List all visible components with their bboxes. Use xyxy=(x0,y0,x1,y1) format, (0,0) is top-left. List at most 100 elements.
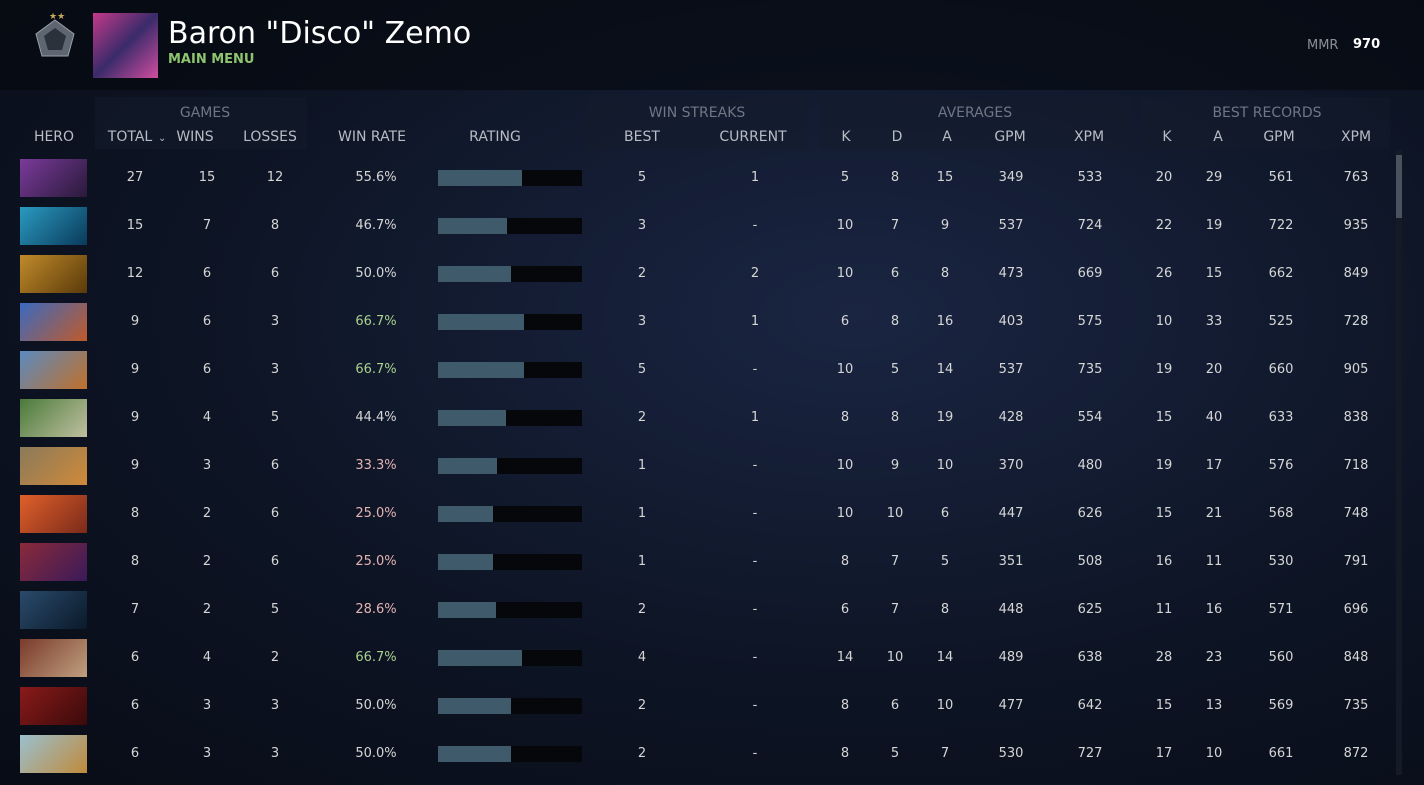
scrollbar[interactable] xyxy=(1396,150,1402,775)
rating-bar xyxy=(438,170,522,186)
rating-bar xyxy=(438,362,525,378)
hero-portrait[interactable] xyxy=(20,303,87,341)
hero-portrait[interactable] xyxy=(20,255,87,293)
cell-average: 8 xyxy=(840,698,850,713)
cell-best-record: 22 xyxy=(1155,218,1173,233)
cell-average: 6 xyxy=(840,602,850,617)
cell-average: 575 xyxy=(1077,314,1103,329)
group-panel xyxy=(586,97,808,149)
cell-average: 8 xyxy=(840,410,850,425)
column-header[interactable]: D xyxy=(891,129,903,145)
cell-average: 8 xyxy=(940,602,950,617)
hero-portrait[interactable] xyxy=(20,351,87,389)
player-avatar[interactable] xyxy=(93,13,158,78)
column-header[interactable]: WIN RATE xyxy=(338,129,406,145)
cell-losses: 2 xyxy=(270,650,280,665)
cell-average: 10 xyxy=(886,650,904,665)
hero-portrait[interactable] xyxy=(20,591,87,629)
cell-win-rate: 44.4% xyxy=(355,410,397,425)
cell-average: 508 xyxy=(1077,554,1103,569)
cell-average: 10 xyxy=(836,506,854,521)
rating-bar xyxy=(438,650,522,666)
cell-best-streak: 2 xyxy=(637,746,647,761)
cell-wins: 4 xyxy=(202,650,212,665)
cell-win-rate: 50.0% xyxy=(355,266,397,281)
column-header[interactable]: GPM xyxy=(994,129,1026,145)
cell-current-streak: - xyxy=(752,506,758,521)
cell-average: 370 xyxy=(998,458,1024,473)
cell-best-record: 15 xyxy=(1155,506,1173,521)
column-header[interactable]: K xyxy=(841,129,851,145)
main-menu-link[interactable]: MAIN MENU xyxy=(168,52,255,67)
cell-best-record: 838 xyxy=(1343,410,1369,425)
column-header[interactable]: LOSSES xyxy=(243,129,297,145)
column-header[interactable]: A xyxy=(1213,129,1223,145)
cell-best-streak: 2 xyxy=(637,266,647,281)
cell-current-streak: - xyxy=(752,458,758,473)
cell-average: 669 xyxy=(1077,266,1103,281)
hero-portrait[interactable] xyxy=(20,447,87,485)
cell-total: 8 xyxy=(130,506,140,521)
cell-best-record: 19 xyxy=(1205,218,1223,233)
hero-portrait[interactable] xyxy=(20,159,87,197)
cell-average: 19 xyxy=(936,410,954,425)
cell-best-record: 660 xyxy=(1268,362,1294,377)
column-header[interactable]: BEST xyxy=(624,129,660,145)
cell-losses: 6 xyxy=(270,458,280,473)
cell-total: 6 xyxy=(130,650,140,665)
cell-best-record: 15 xyxy=(1155,410,1173,425)
cell-best-streak: 3 xyxy=(637,314,647,329)
cell-losses: 6 xyxy=(270,506,280,521)
hero-portrait[interactable] xyxy=(20,207,87,245)
cell-average: 530 xyxy=(998,746,1024,761)
svg-text:★★: ★★ xyxy=(49,12,65,22)
cell-average: 7 xyxy=(890,218,900,233)
cell-best-record: 530 xyxy=(1268,554,1294,569)
cell-win-rate: 50.0% xyxy=(355,746,397,761)
column-header[interactable]: K xyxy=(1162,129,1172,145)
cell-win-rate: 33.3% xyxy=(355,458,397,473)
hero-portrait[interactable] xyxy=(20,639,87,677)
hero-portrait[interactable] xyxy=(20,495,87,533)
cell-best-record: 905 xyxy=(1343,362,1369,377)
cell-average: 8 xyxy=(940,266,950,281)
cell-best-record: 10 xyxy=(1155,314,1173,329)
column-header[interactable]: RATING xyxy=(469,129,521,145)
column-header[interactable]: WINS xyxy=(176,129,214,145)
column-header[interactable]: A xyxy=(942,129,952,145)
cell-wins: 6 xyxy=(202,314,212,329)
cell-average: 7 xyxy=(940,746,950,761)
cell-losses: 8 xyxy=(270,218,280,233)
hero-portrait[interactable] xyxy=(20,399,87,437)
cell-best-record: 748 xyxy=(1343,506,1369,521)
rating-bar xyxy=(438,266,512,282)
group-panel xyxy=(95,97,307,149)
cell-average: 625 xyxy=(1077,602,1103,617)
hero-portrait[interactable] xyxy=(20,687,87,725)
cell-losses: 6 xyxy=(270,266,280,281)
cell-average: 8 xyxy=(840,554,850,569)
cell-average: 480 xyxy=(1077,458,1103,473)
cell-average: 7 xyxy=(890,554,900,569)
cell-best-streak: 2 xyxy=(637,410,647,425)
cell-wins: 3 xyxy=(202,698,212,713)
column-header[interactable]: CURRENT xyxy=(719,129,787,145)
mmr-value: 970 xyxy=(1353,37,1381,52)
column-header[interactable]: GPM xyxy=(1263,129,1295,145)
cell-total: 8 xyxy=(130,554,140,569)
cell-total: 9 xyxy=(130,362,140,377)
scrollbar-thumb[interactable] xyxy=(1396,155,1402,218)
cell-best-record: 560 xyxy=(1268,650,1294,665)
hero-portrait[interactable] xyxy=(20,735,87,773)
hero-portrait[interactable] xyxy=(20,543,87,581)
column-header[interactable]: TOTAL xyxy=(107,129,153,145)
cell-best-record: 568 xyxy=(1268,506,1294,521)
cell-losses: 5 xyxy=(270,602,280,617)
cell-average: 14 xyxy=(936,362,954,377)
cell-average: 8 xyxy=(890,170,900,185)
cell-best-record: 16 xyxy=(1155,554,1173,569)
cell-best-record: 11 xyxy=(1205,554,1223,569)
column-header[interactable]: XPM xyxy=(1340,129,1372,145)
column-header[interactable]: XPM xyxy=(1073,129,1105,145)
